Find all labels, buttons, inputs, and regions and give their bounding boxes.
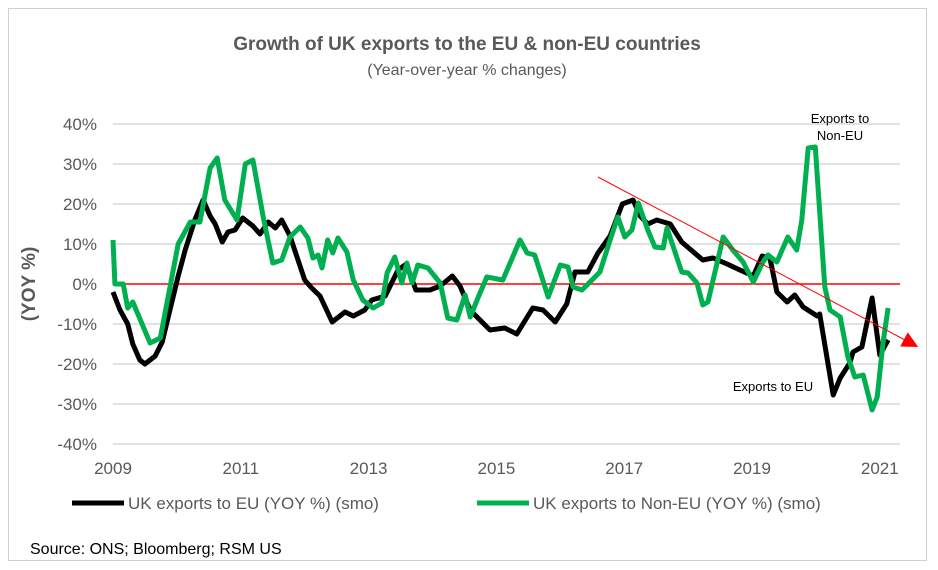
trend-line (597, 176, 905, 340)
x-tick-label: 2009 (94, 459, 132, 478)
y-tick-label: 10% (63, 235, 97, 254)
chart-subtitle: (Year-over-year % changes) (367, 62, 567, 79)
x-tick-label: 2015 (477, 459, 515, 478)
x-tick-label: 2019 (733, 459, 771, 478)
y-axis-label: (YOY %) (19, 247, 40, 322)
legend-label-non-eu: UK exports to Non-EU (YOY %) (smo) (533, 494, 821, 513)
trend-arrowhead (900, 332, 919, 347)
annotation-non-eu-line2: Non-EU (817, 128, 863, 143)
y-tick-label: 30% (63, 155, 97, 174)
series-line-eu (110, 197, 891, 398)
legend: UK exports to EU (YOY %) (smo) UK export… (72, 494, 821, 513)
chart-title: Growth of UK exports to the EU & non-EU … (233, 34, 701, 55)
x-tick-label: 2021 (861, 459, 899, 478)
y-tick-label: -10% (57, 315, 97, 334)
y-tick-label: 40% (63, 115, 97, 134)
y-tick-label: -40% (57, 435, 97, 454)
y-tick-label: 20% (63, 195, 97, 214)
legend-label-eu: UK exports to EU (YOY %) (smo) (128, 494, 379, 513)
source-note: Source: ONS; Bloomberg; RSM US (30, 541, 282, 558)
y-tick-label: -30% (57, 395, 97, 414)
x-tick-label: 2017 (605, 459, 643, 478)
annotation-eu: Exports to EU (733, 379, 813, 394)
annotation-non-eu-line1: Exports to (811, 111, 870, 126)
y-tick-label: -20% (57, 355, 97, 374)
y-tick-label: 0% (72, 275, 97, 294)
x-tick-label: 2011 (223, 459, 260, 478)
chart-frame (8, 8, 927, 561)
series-line-non-eu (110, 144, 891, 413)
x-tick-label: 2013 (350, 459, 388, 478)
